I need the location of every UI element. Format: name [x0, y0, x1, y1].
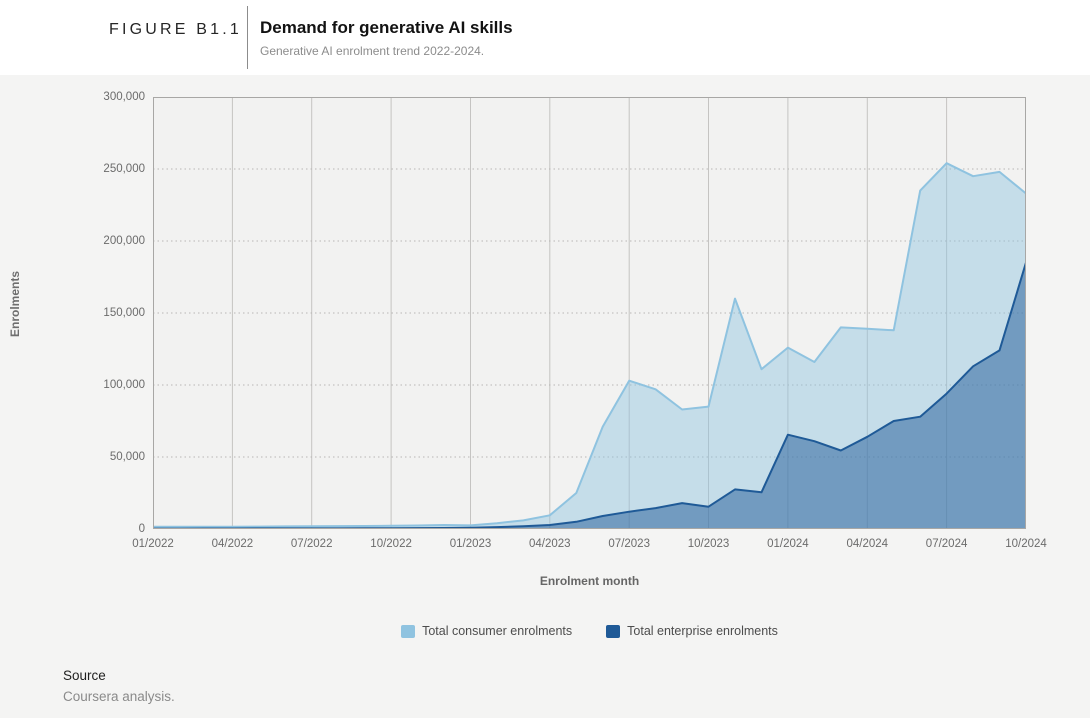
x-tick-label: 07/2023: [608, 538, 650, 550]
source-text: Coursera analysis.: [63, 689, 175, 704]
x-tick-label: 01/2023: [449, 538, 492, 550]
plot-area: [153, 97, 1026, 529]
figure-label: FIGURE B1.1: [108, 21, 242, 38]
x-tick-label: 07/2022: [290, 538, 333, 550]
y-tick-label: 150,000: [103, 307, 145, 319]
y-tick-label: 200,000: [103, 235, 145, 247]
source-label: Source: [63, 668, 106, 683]
legend-label: Total consumer enrolments: [422, 624, 573, 638]
x-tick-label: 10/2023: [687, 538, 730, 550]
y-tick-label: 250,000: [103, 163, 145, 175]
legend-swatch-icon: [606, 624, 621, 638]
y-tick-label: 0: [138, 523, 145, 535]
x-tick-label: 01/2022: [132, 538, 174, 550]
legend-item: Total enterprise enrolments: [606, 624, 778, 638]
x-axis-title: Enrolment month: [539, 574, 640, 588]
y-tick-label: 50,000: [109, 451, 145, 463]
legend-label: Total enterprise enrolments: [627, 624, 778, 638]
x-tick-label: 10/2024: [1005, 538, 1047, 550]
x-tick-label: 04/2023: [529, 538, 571, 550]
header-divider: [247, 6, 248, 69]
figure-subtitle: Generative AI enrolment trend 2022-2024.: [260, 44, 485, 58]
x-tick-label: 04/2024: [846, 538, 889, 550]
figure-title: Demand for generative AI skills: [260, 18, 513, 37]
legend-swatch-icon: [401, 624, 416, 638]
x-tick-label: 07/2024: [925, 538, 968, 550]
y-tick-label: 100,000: [103, 379, 145, 391]
x-tick-label: 04/2022: [211, 538, 254, 550]
x-tick-label: 01/2024: [767, 538, 809, 550]
x-tick-label: 10/2022: [370, 538, 412, 550]
y-tick-label: 300,000: [103, 91, 145, 103]
figure-header: FIGURE B1.1 Demand for generative AI ski…: [0, 0, 1090, 75]
legend-item: Total consumer enrolments: [401, 624, 572, 638]
area-chart: [153, 97, 1026, 529]
x-axis-tick-labels: 01/2022 04/2022 07/2022 10/2022 01/2023 04/20…: [132, 538, 1047, 554]
y-axis-tick-labels: 300,000 250,000 200,000 150,000 100,000 50,00…: [0, 91, 145, 535]
chart-legend: Total consumer enrolments Total enterpris…: [153, 622, 1026, 640]
